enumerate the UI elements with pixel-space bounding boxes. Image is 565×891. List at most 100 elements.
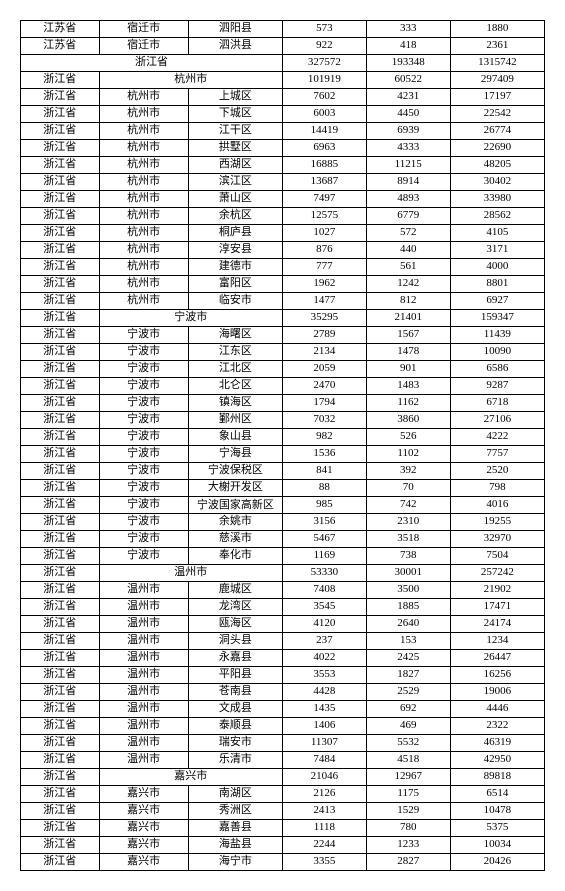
table-cell: 浙江省 — [21, 514, 100, 531]
table-cell: 象山县 — [188, 429, 282, 446]
table-cell: 上城区 — [188, 89, 282, 106]
table-cell: 浙江省 — [21, 718, 100, 735]
table-row: 浙江省杭州市江干区14419693926774 — [21, 123, 545, 140]
table-cell: 42950 — [450, 752, 544, 769]
table-cell: 7504 — [450, 548, 544, 565]
table-cell: 20426 — [450, 854, 544, 871]
table-cell: 7757 — [450, 446, 544, 463]
table-cell: 4333 — [366, 140, 450, 157]
table-cell: 宁波市 — [99, 361, 188, 378]
table-row: 浙江省嘉兴市210461296789818 — [21, 769, 545, 786]
table-cell: 1102 — [366, 446, 450, 463]
table-cell: 35295 — [282, 310, 366, 327]
table-cell: 浙江省 — [21, 106, 100, 123]
table-cell: 16256 — [450, 667, 544, 684]
table-cell: 333 — [366, 21, 450, 38]
table-cell: 1794 — [282, 395, 366, 412]
table-cell: 泗阳县 — [188, 21, 282, 38]
table-cell: 1827 — [366, 667, 450, 684]
table-cell: 1885 — [366, 599, 450, 616]
table-cell: 2134 — [282, 344, 366, 361]
table-cell: 9287 — [450, 378, 544, 395]
table-cell: 浙江省 — [21, 650, 100, 667]
table-cell: 浙江省 — [21, 174, 100, 191]
table-row: 浙江省宁波市大榭开发区8870798 — [21, 480, 545, 497]
table-cell: 17471 — [450, 599, 544, 616]
table-row: 浙江省杭州市拱墅区6963433322690 — [21, 140, 545, 157]
table-cell: 4893 — [366, 191, 450, 208]
table-cell: 浙江省 — [21, 157, 100, 174]
table-cell: 永嘉县 — [188, 650, 282, 667]
table-cell: 桐庐县 — [188, 225, 282, 242]
table-cell: 浙江省 — [21, 276, 100, 293]
table-cell: 瑞安市 — [188, 735, 282, 752]
table-cell: 12967 — [366, 769, 450, 786]
table-cell: 21902 — [450, 582, 544, 599]
table-cell: 浙江省 — [21, 837, 100, 854]
table-cell: 780 — [366, 820, 450, 837]
table-cell: 297409 — [450, 72, 544, 89]
table-cell: 4120 — [282, 616, 366, 633]
table-cell: 4231 — [366, 89, 450, 106]
table-cell: 宿迁市 — [99, 38, 188, 55]
table-cell: 大榭开发区 — [188, 480, 282, 497]
table-cell: 宁波国家高新区 — [188, 497, 282, 514]
table-cell: 温州市 — [99, 599, 188, 616]
table-cell: 嘉善县 — [188, 820, 282, 837]
table-cell: 浙江省 — [21, 667, 100, 684]
table-row: 浙江省温州市平阳县3553182716256 — [21, 667, 545, 684]
table-row: 浙江省宁波市江北区20599016586 — [21, 361, 545, 378]
table-cell: 2425 — [366, 650, 450, 667]
table-cell: 浙江省 — [21, 701, 100, 718]
table-cell: 6939 — [366, 123, 450, 140]
table-row: 浙江省宁波市慈溪市5467351832970 — [21, 531, 545, 548]
table-cell: 8801 — [450, 276, 544, 293]
data-table: 江苏省宿迁市泗阳县5733331880江苏省宿迁市泗洪县9224182361浙江… — [20, 20, 545, 871]
table-cell: 4446 — [450, 701, 544, 718]
table-cell: 温州市 — [99, 718, 188, 735]
table-row: 浙江省宁波市余姚市3156231019255 — [21, 514, 545, 531]
table-cell: 浙江省 — [21, 412, 100, 429]
table-cell: 2789 — [282, 327, 366, 344]
table-cell: 418 — [366, 38, 450, 55]
table-cell: 30001 — [366, 565, 450, 582]
table-cell: 11307 — [282, 735, 366, 752]
table-cell: 3355 — [282, 854, 366, 871]
table-cell: 526 — [366, 429, 450, 446]
table-cell: 3171 — [450, 242, 544, 259]
table-cell: 杭州市 — [99, 208, 188, 225]
table-cell: 杭州市 — [99, 276, 188, 293]
table-cell: 杭州市 — [99, 259, 188, 276]
table-row: 浙江省杭州市桐庐县10275724105 — [21, 225, 545, 242]
table-row: 浙江省宁波市宁海县153611027757 — [21, 446, 545, 463]
table-cell: 6779 — [366, 208, 450, 225]
table-cell: 6963 — [282, 140, 366, 157]
table-cell: 4105 — [450, 225, 544, 242]
table-cell: 60522 — [366, 72, 450, 89]
table-row: 浙江省杭州市上城区7602423117197 — [21, 89, 545, 106]
table-cell: 1435 — [282, 701, 366, 718]
table-row: 浙江省温州市瓯海区4120264024174 — [21, 616, 545, 633]
table-cell: 841 — [282, 463, 366, 480]
table-cell: 杭州市 — [99, 106, 188, 123]
table-cell: 浙江省 — [21, 242, 100, 259]
table-cell: 573 — [282, 21, 366, 38]
table-cell: 193348 — [366, 55, 450, 72]
table-cell: 982 — [282, 429, 366, 446]
table-cell: 嘉兴市 — [99, 820, 188, 837]
table-cell: 温州市 — [99, 735, 188, 752]
table-cell: 浙江省 — [21, 684, 100, 701]
table-cell: 宁海县 — [188, 446, 282, 463]
table-cell: 浙江省 — [21, 446, 100, 463]
table-cell: 浙江省 — [21, 769, 100, 786]
table-cell: 469 — [366, 718, 450, 735]
table-cell: 宁波保税区 — [188, 463, 282, 480]
table-cell: 1880 — [450, 21, 544, 38]
table-cell: 宁波市 — [99, 310, 282, 327]
table-cell: 2413 — [282, 803, 366, 820]
table-row: 浙江省温州市5333030001257242 — [21, 565, 545, 582]
table-cell: 浙江省 — [21, 735, 100, 752]
table-cell: 4016 — [450, 497, 544, 514]
table-row: 浙江省杭州市下城区6003445022542 — [21, 106, 545, 123]
table-cell: 738 — [366, 548, 450, 565]
